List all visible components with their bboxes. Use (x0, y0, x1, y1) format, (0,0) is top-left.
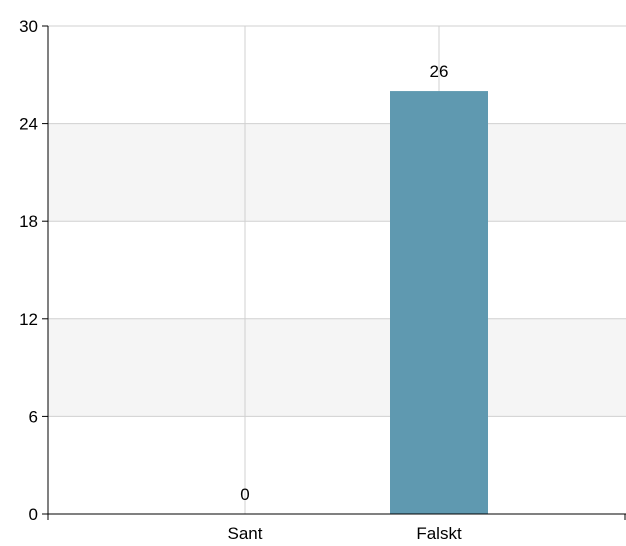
y-tick-label: 30 (19, 17, 38, 36)
data-label: 0 (240, 485, 249, 504)
bar-falskt (390, 91, 488, 515)
y-tick-label: 12 (19, 310, 38, 329)
data-label: 26 (430, 62, 449, 81)
background-bands (48, 123, 626, 417)
y-tick-label: 0 (29, 505, 38, 524)
y-tick-label: 6 (29, 407, 38, 426)
grid-band (48, 318, 626, 417)
x-tick-label: Falskt (416, 524, 462, 543)
gridlines (48, 25, 626, 514)
axes (47, 26, 626, 520)
x-tick-label: Sant (228, 524, 263, 543)
y-axis-ticks: 0 6 12 18 24 30 (19, 17, 48, 524)
y-tick-label: 24 (19, 115, 38, 134)
x-axis-labels: Sant Falskt (228, 524, 462, 543)
data-labels: 0 26 (240, 62, 448, 504)
y-tick-label: 18 (19, 212, 38, 231)
grid-band (48, 123, 626, 222)
bars (390, 91, 488, 515)
